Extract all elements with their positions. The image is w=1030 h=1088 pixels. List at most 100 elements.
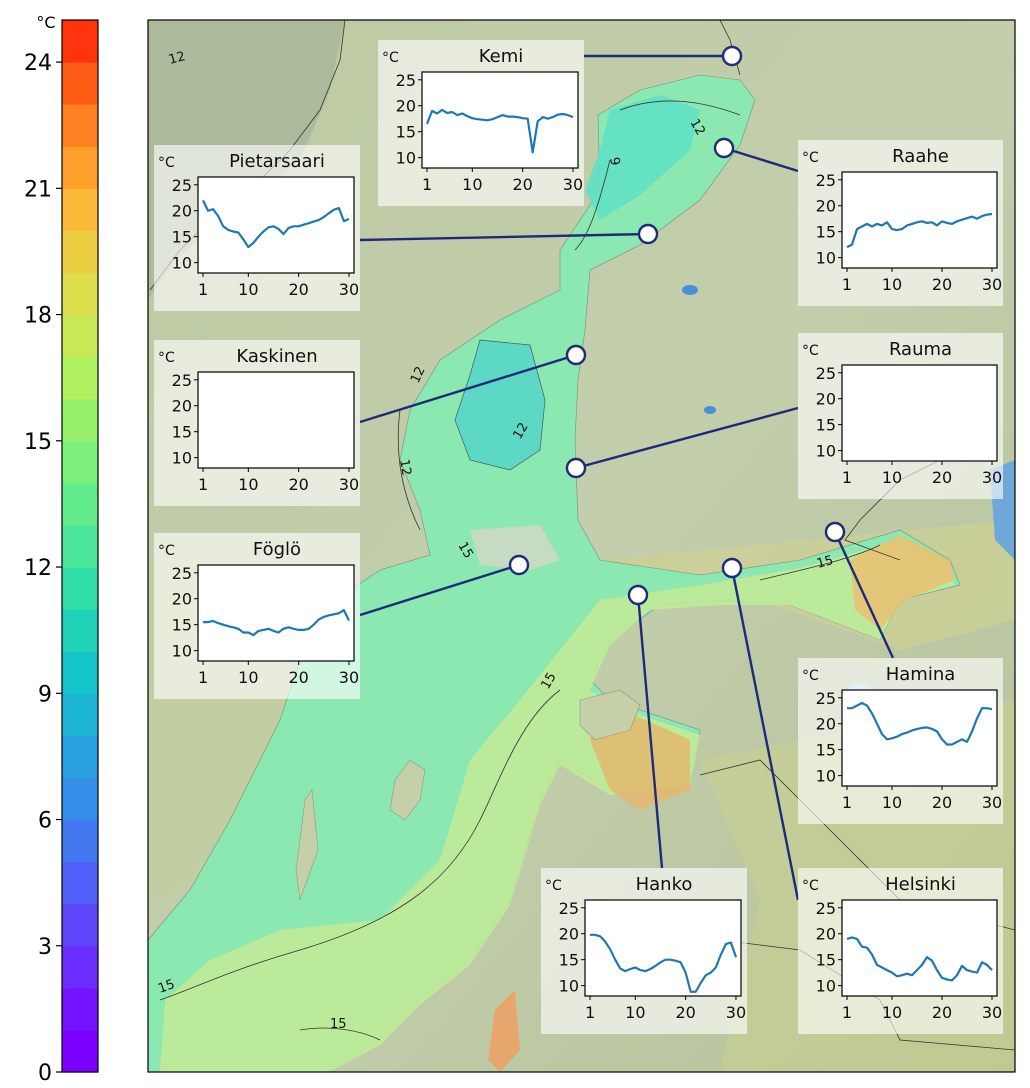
inset-x-tick-label: 30 <box>726 1003 746 1022</box>
colorbar-band <box>62 482 98 526</box>
inset-unit-label: °C <box>802 150 819 166</box>
contour-label: 15 <box>330 1017 347 1032</box>
colorbar-band <box>62 398 98 442</box>
station-inset: Raahe °C 10 15 20 25 1 10 20 30 <box>798 140 1003 306</box>
station-marker[interactable] <box>508 554 530 576</box>
inset-x-tick-label: 1 <box>198 668 208 687</box>
connector-line <box>730 567 800 901</box>
inset-x-tick-label: 30 <box>982 468 1002 487</box>
inset-x-tick-label: 20 <box>512 175 532 194</box>
colorbar-band <box>62 524 98 568</box>
sea-warm-spot-east <box>850 535 955 630</box>
inset-x-tick-label: 10 <box>238 668 258 687</box>
connector-line <box>359 353 577 424</box>
colorbar-frame <box>61 19 99 1073</box>
station-marker[interactable] <box>565 457 587 479</box>
inset-x-tick-label: 30 <box>339 475 359 494</box>
station-marker[interactable] <box>565 344 587 366</box>
colorbar-band <box>62 104 98 147</box>
colorbar-band <box>62 609 98 652</box>
colorbar-band <box>62 861 98 905</box>
colorbar-band <box>62 20 98 63</box>
inset-y-tick-label: 10 <box>816 442 836 461</box>
colorbar-unit-label: °C <box>36 13 55 32</box>
lake-icon-1 <box>682 285 698 295</box>
inset-series-line <box>203 608 350 637</box>
connector-line <box>359 563 520 617</box>
station-inset: Hamina °C 10 15 20 25 1 10 20 30 <box>798 658 1003 824</box>
station-marker[interactable] <box>721 557 743 579</box>
map-frame <box>147 19 1016 1073</box>
inset-x-tick-label: 10 <box>625 1003 645 1022</box>
inset-title: Kemi <box>479 46 524 67</box>
inset-title: Rauma <box>889 339 952 360</box>
inset-title: Föglö <box>253 539 301 560</box>
station-marker[interactable] <box>721 45 743 67</box>
colorbar-band <box>62 693 98 736</box>
inset-y-tick-label: 20 <box>816 197 836 216</box>
inset-unit-label: °C <box>802 668 819 684</box>
connector-line <box>833 531 895 659</box>
inset-title: Hamina <box>886 664 956 685</box>
colorbar-band <box>62 188 98 231</box>
inset-x-tick-label: 20 <box>288 668 308 687</box>
station-inset: Helsinki °C 10 15 20 25 1 10 20 30 <box>798 868 1003 1034</box>
colorbar-ticks: 0 3 6 9 12 15 18 21 24 <box>24 51 62 1086</box>
station-marker[interactable] <box>713 137 735 159</box>
inset-title: Pietarsaari <box>229 151 325 172</box>
inset-unit-label: °C <box>158 155 175 171</box>
contour-labels: 12 9 12 12 12 12 15 15 15 15 15 <box>156 49 835 1032</box>
inset-unit-label: °C <box>545 878 562 894</box>
inset-axes <box>584 899 742 997</box>
colorbar-band <box>62 314 98 358</box>
inset-title: Hanko <box>636 874 693 895</box>
archipelago-aland <box>470 525 560 570</box>
inset-x-tick-label: 20 <box>288 280 308 299</box>
inset-axes <box>197 176 355 274</box>
colorbar-band <box>62 987 98 1031</box>
inset-y-tick-label: 25 <box>816 171 836 190</box>
inset-x-tick-label: 10 <box>462 175 482 194</box>
station-marker[interactable] <box>824 521 846 543</box>
inset-y-tick-label: 20 <box>816 390 836 409</box>
inset-y-tick-label: 25 <box>172 564 192 583</box>
inset-series-line <box>846 936 993 982</box>
inset-x-tick-label: 10 <box>882 468 902 487</box>
inset-x-tick-label: 30 <box>982 275 1002 294</box>
inset-y-tick-label: 20 <box>396 97 416 116</box>
colorbar-tick-label: 15 <box>24 430 52 455</box>
colorbar-tick-label: 18 <box>24 304 52 329</box>
contour-label: 15 <box>455 540 476 562</box>
colorbar-band <box>62 272 98 316</box>
inset-axes <box>841 364 998 462</box>
inset-unit-label: °C <box>802 878 819 894</box>
connector-line <box>723 146 799 173</box>
station-markers <box>508 45 846 606</box>
inset-y-tick-label: 25 <box>172 371 192 390</box>
colorbar-tick-label: 3 <box>38 935 52 960</box>
inset-title: Helsinki <box>885 874 956 895</box>
colorbar-tick-label: 24 <box>24 51 52 76</box>
sea-cool-bay <box>585 95 700 220</box>
station-inset: Pietarsaari °C 10 15 20 25 1 10 20 30 <box>154 145 360 311</box>
inset-y-tick-label: 15 <box>396 123 416 142</box>
inset-unit-label: °C <box>158 350 175 366</box>
inset-x-tick-label: 1 <box>585 1003 595 1022</box>
sea-warm-spot-south <box>488 990 520 1072</box>
inset-y-tick-label: 20 <box>559 925 579 944</box>
station-marker[interactable] <box>637 223 659 245</box>
station-marker[interactable] <box>627 584 649 606</box>
inset-x-tick-label: 30 <box>982 1003 1002 1022</box>
inset-series-line <box>202 199 350 249</box>
inset-y-tick-label: 15 <box>172 616 192 635</box>
inset-y-tick-label: 10 <box>816 977 836 996</box>
inset-y-tick-label: 25 <box>559 899 579 918</box>
colorbar-band <box>62 735 98 779</box>
contour-label: 15 <box>538 670 559 692</box>
colorbar-band <box>62 1029 98 1073</box>
island-oland <box>295 789 319 901</box>
inset-x-tick-label: 30 <box>563 175 583 194</box>
inset-y-tick-label: 10 <box>559 977 579 996</box>
inset-y-tick-label: 25 <box>816 364 836 383</box>
inset-y-tick-label: 20 <box>816 925 836 944</box>
